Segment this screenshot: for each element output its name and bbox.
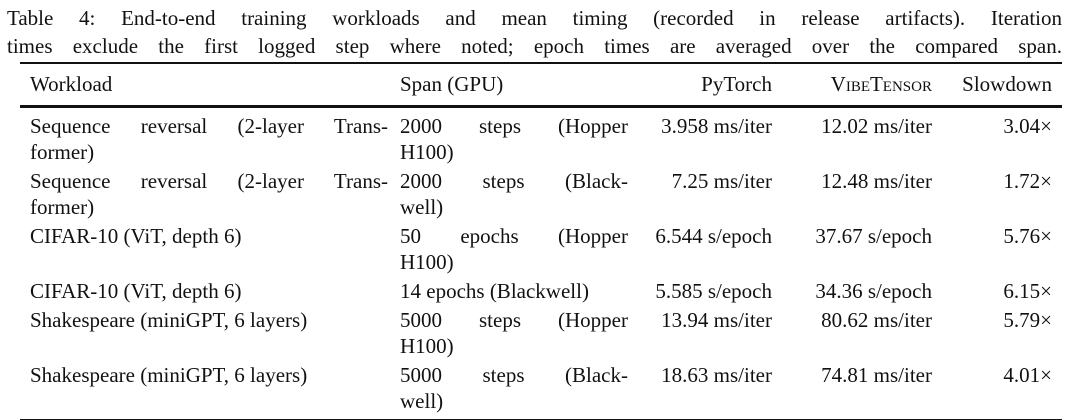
cell-line: Sequence reversal (2-layer Trans- (30, 114, 388, 138)
caption-line-1: Table 4: End-to-end training workloads a… (7, 6, 1062, 30)
cell-line: H100) (400, 250, 454, 274)
pytorch-value: 3.958 ms/iter (661, 114, 772, 138)
cell-line: Sequence reversal (2-layer Trans- (30, 169, 388, 193)
table-row: Shakespeare (miniGPT, 6 layers) 5000 step… (20, 360, 1062, 415)
cell-line: CIFAR-10 (ViT, depth 6) (30, 224, 242, 248)
vibetensor-value: 12.48 ms/iter (821, 169, 932, 193)
cell-line: 14 epochs (Blackwell) (400, 279, 589, 303)
table-row: Sequence reversal (2-layer Trans-former)… (20, 166, 1062, 221)
span-gpu-cell: 5000 steps (Hopper H100) (400, 307, 640, 359)
span-gpu-cell: 5000 steps (Black-well) (400, 362, 640, 414)
pytorch-value: 18.63 ms/iter (661, 363, 772, 387)
cell-line: H100) (400, 140, 454, 164)
caption-line-2: times exclude the first logged step wher… (7, 33, 1062, 58)
cell-line: CIFAR-10 (ViT, depth 6) (30, 279, 242, 303)
table-row: Shakespeare (miniGPT, 6 layers) 5000 step… (20, 305, 1062, 360)
slowdown-value: 6.15× (1003, 279, 1052, 303)
slowdown-value: 3.04× (1003, 114, 1052, 138)
vibetensor-value: 12.02 ms/iter (821, 114, 932, 138)
cell-line: 2000 steps (Hopper (400, 114, 628, 138)
column-header-span-gpu: Span (GPU) (400, 72, 504, 96)
workload-cell: Shakespeare (miniGPT, 6 layers) (30, 362, 400, 388)
workload-cell: Shakespeare (miniGPT, 6 layers) (30, 307, 400, 333)
cell-line: 5000 steps (Black- (400, 363, 628, 387)
cell-line: Shakespeare (miniGPT, 6 layers) (30, 363, 308, 387)
workload-cell: Sequence reversal (2-layer Trans-former) (30, 168, 400, 220)
workload-cell: CIFAR-10 (ViT, depth 6) (30, 223, 400, 249)
cell-line: H100) (400, 334, 454, 358)
cell-line: well) (400, 195, 444, 219)
cell-line: former) (30, 195, 95, 219)
span-gpu-cell: 14 epochs (Blackwell) (400, 278, 640, 304)
table-row: CIFAR-10 (ViT, depth 6) 50 epochs (Hopper… (20, 221, 1062, 276)
vibetensor-value: 74.81 ms/iter (821, 363, 932, 387)
column-header-vibetensor: VibeTensor (830, 72, 932, 96)
span-gpu-cell: 2000 steps (Black-well) (400, 168, 640, 220)
pytorch-value: 6.544 s/epoch (655, 224, 772, 248)
slowdown-value: 4.01× (1003, 363, 1052, 387)
slowdown-value: 5.76× (1003, 224, 1052, 248)
column-header-slowdown: Slowdown (962, 72, 1052, 96)
slowdown-value: 1.72× (1003, 169, 1052, 193)
cell-line: 5000 steps (Hopper (400, 308, 628, 332)
pytorch-value: 7.25 ms/iter (671, 169, 772, 193)
span-gpu-cell: 50 epochs (Hopper H100) (400, 223, 640, 275)
cell-line: Shakespeare (miniGPT, 6 layers) (30, 308, 308, 332)
table-row: Sequence reversal (2-layer Trans-former)… (20, 111, 1062, 166)
vibetensor-value: 34.36 s/epoch (815, 279, 932, 303)
span-gpu-cell: 2000 steps (Hopper H100) (400, 113, 640, 165)
pytorch-value: 13.94 ms/iter (661, 308, 772, 332)
column-header-workload: Workload (30, 72, 113, 96)
table-header-row: Workload Span (GPU) PyTorch VibeTensor Slowd… (20, 64, 1062, 108)
cell-line: former) (30, 140, 95, 164)
column-header-pytorch: PyTorch (701, 72, 772, 96)
vibetensor-value: 37.67 s/epoch (815, 224, 932, 248)
table-caption: Table 4: End-to-end training workloads a… (7, 5, 1062, 60)
cell-line: 2000 steps (Black- (400, 169, 628, 193)
cell-line: well) (400, 389, 444, 413)
table-body: Sequence reversal (2-layer Trans-former)… (20, 108, 1062, 419)
pytorch-value: 5.585 s/epoch (655, 279, 772, 303)
workload-cell: CIFAR-10 (ViT, depth 6) (30, 278, 400, 304)
table-row: CIFAR-10 (ViT, depth 6) 14 epochs (Blackw… (20, 276, 1062, 305)
slowdown-value: 5.79× (1003, 308, 1052, 332)
results-table: Workload Span (GPU) PyTorch VibeTensor Slowd… (20, 62, 1062, 420)
workload-cell: Sequence reversal (2-layer Trans-former) (30, 113, 400, 165)
vibetensor-value: 80.62 ms/iter (821, 308, 932, 332)
cell-line: 50 epochs (Hopper (400, 224, 628, 248)
